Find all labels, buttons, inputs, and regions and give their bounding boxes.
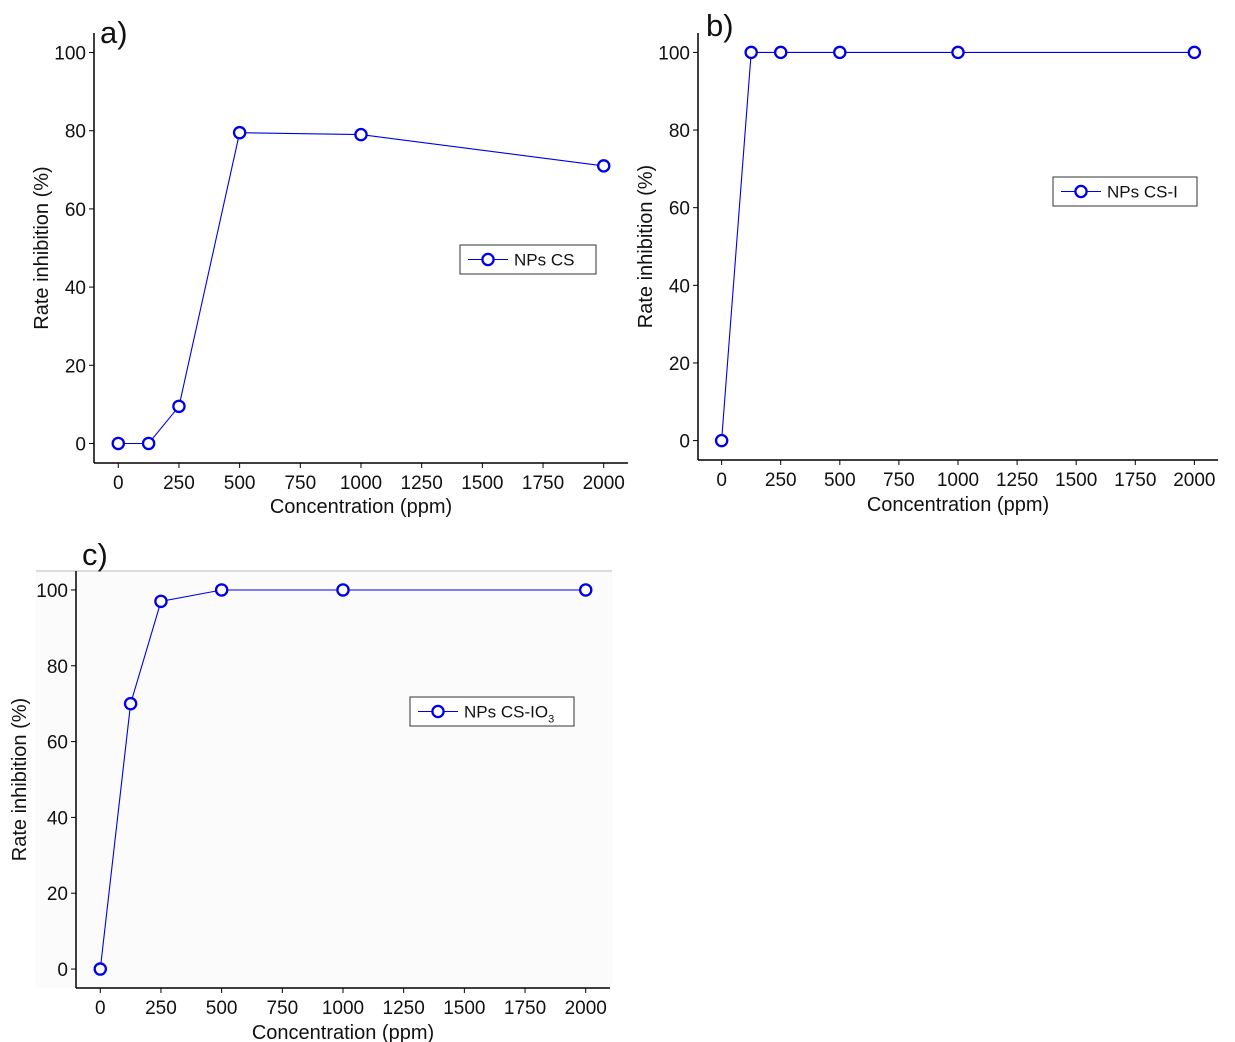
x-tick-label: 750 [284, 473, 316, 494]
x-tick-label: 1000 [340, 473, 382, 494]
y-tick-label: 20 [65, 356, 86, 377]
data-point [354, 127, 368, 142]
x-tick-label: 1500 [1055, 470, 1097, 491]
x-tick-label: 0 [113, 473, 124, 494]
y-tick-label: 60 [669, 199, 690, 220]
data-point [111, 436, 126, 451]
legend-label: NPs CS-I [1107, 183, 1178, 202]
legend: NPs CS-I [1052, 176, 1198, 207]
y-tick-label: 80 [65, 122, 86, 143]
x-tick-label: 250 [145, 998, 177, 1019]
y-tick-label: 20 [47, 884, 68, 905]
plot-background [36, 571, 612, 988]
x-tick-label: 500 [206, 998, 238, 1019]
x-tick-label: 2000 [583, 473, 625, 494]
data-point [744, 45, 758, 60]
y-tick-label: 40 [47, 808, 68, 829]
panel-label: a) [100, 15, 128, 50]
series-line [99, 589, 586, 970]
legend: NPs CS-IO3 [409, 696, 575, 727]
x-tick-label: 1250 [401, 473, 443, 494]
legend-marker [481, 252, 495, 267]
x-tick-label: 2000 [565, 998, 607, 1019]
legend-label-text: NPs CS-I [1107, 183, 1178, 202]
y-tick-label: 80 [669, 121, 690, 142]
y-tick-label: 40 [65, 278, 86, 299]
x-tick-label: 0 [95, 998, 106, 1019]
y-tick-label: 80 [47, 657, 68, 678]
data-point [214, 583, 229, 597]
legend-label: NPs CS-IO3 [464, 703, 554, 726]
data-point [833, 45, 847, 60]
x-tick-label: 1750 [522, 473, 564, 494]
legend: NPs CS [459, 244, 597, 275]
panel-label: b) [706, 8, 734, 43]
data-point [336, 583, 350, 597]
x-tick-label: 1500 [461, 473, 503, 494]
x-tick-label: 0 [716, 470, 727, 491]
legend-label-text: NPs CS-IO [464, 703, 548, 722]
data-point [123, 696, 138, 711]
y-axis-title: Rate inhibition (%) [9, 698, 31, 861]
x-tick-label: 750 [266, 998, 298, 1019]
panel-label: c) [82, 537, 108, 572]
y-tick-label: 0 [75, 434, 86, 455]
x-tick-label: 1000 [937, 470, 979, 491]
data-point [154, 594, 168, 609]
y-tick-label: 40 [669, 276, 690, 297]
x-tick-label: 1250 [383, 998, 425, 1019]
data-point [951, 45, 965, 60]
x-tick-label: 1000 [322, 998, 364, 1019]
y-tick-label: 100 [54, 44, 86, 65]
x-tick-label: 500 [224, 473, 256, 494]
x-axis-title: Concentration (ppm) [252, 1022, 434, 1042]
series-line [118, 132, 604, 445]
data-point [714, 433, 729, 448]
data-point [93, 962, 108, 976]
y-tick-label: 0 [57, 960, 68, 981]
x-tick-label: 750 [883, 470, 915, 491]
data-point [172, 399, 186, 414]
y-tick-label: 100 [658, 43, 690, 64]
x-tick-label: 1250 [996, 470, 1038, 491]
data-point [578, 583, 593, 597]
legend-label-subscript: 3 [548, 714, 554, 726]
y-tick-label: 100 [36, 581, 68, 602]
x-tick-label: 1750 [1114, 470, 1156, 491]
x-tick-label: 2000 [1173, 470, 1215, 491]
data-point [232, 125, 247, 140]
x-axis-title: Concentration (ppm) [270, 496, 452, 518]
data-point [1187, 45, 1202, 60]
legend-marker [431, 704, 445, 719]
x-tick-label: 1750 [504, 998, 546, 1019]
series-line [721, 51, 1195, 441]
data-point [596, 159, 611, 173]
y-tick-label: 20 [669, 354, 690, 375]
x-tick-label: 250 [163, 473, 195, 494]
data-point [773, 45, 788, 60]
x-tick-label: 1500 [443, 998, 485, 1019]
legend-label: NPs CS [514, 251, 574, 270]
x-axis-title: Concentration (ppm) [867, 494, 1049, 516]
y-axis-title: Rate inhibition (%) [635, 165, 657, 328]
legend-label-text: NPs CS [514, 251, 574, 270]
x-tick-label: 500 [824, 470, 856, 491]
y-axis-title: Rate inhibition (%) [31, 166, 53, 329]
legend-marker [1074, 184, 1088, 199]
y-tick-label: 60 [65, 200, 86, 221]
y-tick-label: 60 [47, 733, 68, 754]
data-point [141, 436, 156, 451]
y-tick-label: 0 [679, 432, 690, 453]
x-tick-label: 250 [765, 470, 797, 491]
